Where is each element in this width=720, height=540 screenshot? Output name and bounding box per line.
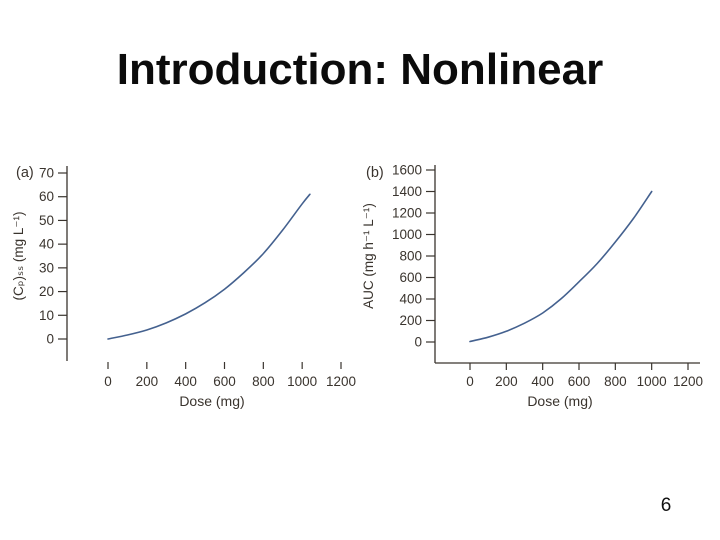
y-tick-label: 50 [39, 213, 54, 228]
x-tick-label: 600 [213, 374, 236, 389]
y-tick-label: 70 [39, 166, 54, 181]
y-tick-label: 60 [39, 189, 54, 204]
x-tick-label: 200 [495, 374, 518, 389]
data-curve [469, 190, 653, 343]
y-tick-label: 20 [39, 284, 54, 299]
x-tick-label: 400 [531, 374, 554, 389]
y-tick-label: 200 [399, 313, 422, 328]
x-tick-label: 1000 [637, 374, 667, 389]
page-number: 6 [660, 495, 672, 516]
panel-label: (b) [366, 165, 384, 181]
y-tick-label: 0 [46, 332, 54, 347]
x-tick-label: 1000 [287, 374, 317, 389]
x-axis-label: Dose (mg) [179, 393, 244, 409]
x-tick-label: 600 [568, 374, 591, 389]
x-tick-label: 800 [604, 374, 627, 389]
y-tick-label: 1200 [392, 206, 422, 221]
chart-b-plot: (b) 0 200 400 600 800 1000 1200 1400 1600 0 200 400 6… [361, 163, 703, 410]
x-tick-label: 1200 [673, 374, 703, 389]
y-tick-label: 30 [39, 260, 54, 275]
data-curve [107, 193, 311, 340]
y-tick-label: 800 [399, 249, 422, 264]
panel-label: (a) [16, 165, 34, 181]
y-tick-label: 0 [414, 335, 422, 350]
x-tick-label: 400 [174, 374, 197, 389]
y-tick-label: 400 [399, 292, 422, 307]
x-axis-label: Dose (mg) [527, 393, 592, 409]
x-tick-label: 0 [104, 374, 112, 389]
chart-panel-a: (a) 0 10 20 30 40 50 60 70 0 200 400 600 800 1000 1200 D… [8, 152, 360, 420]
y-axis-label: AUC (mg h⁻¹ L⁻¹) [361, 203, 376, 309]
y-tick-label: 1000 [392, 227, 422, 242]
y-tick-label: 600 [399, 270, 422, 285]
y-tick-label: 40 [39, 237, 54, 252]
chart-panel-b: (b) 0 200 400 600 800 1000 1200 1400 1600 0 200 400 6… [358, 152, 710, 420]
chart-a-plot: (a) 0 10 20 30 40 50 60 70 0 200 400 600 800 1000 1200 D… [11, 165, 356, 409]
x-tick-label: 800 [252, 374, 275, 389]
x-tick-label: 200 [136, 374, 159, 389]
slide-title: Introduction: Nonlinear [116, 45, 604, 94]
x-tick-label: 1200 [326, 374, 356, 389]
y-tick-label: 1400 [392, 184, 422, 199]
y-axis-label: (Cₚ)ₛₛ (mg L⁻¹) [11, 212, 26, 301]
y-tick-label: 1600 [392, 163, 422, 178]
y-tick-label: 10 [39, 308, 54, 323]
x-tick-label: 0 [466, 374, 474, 389]
